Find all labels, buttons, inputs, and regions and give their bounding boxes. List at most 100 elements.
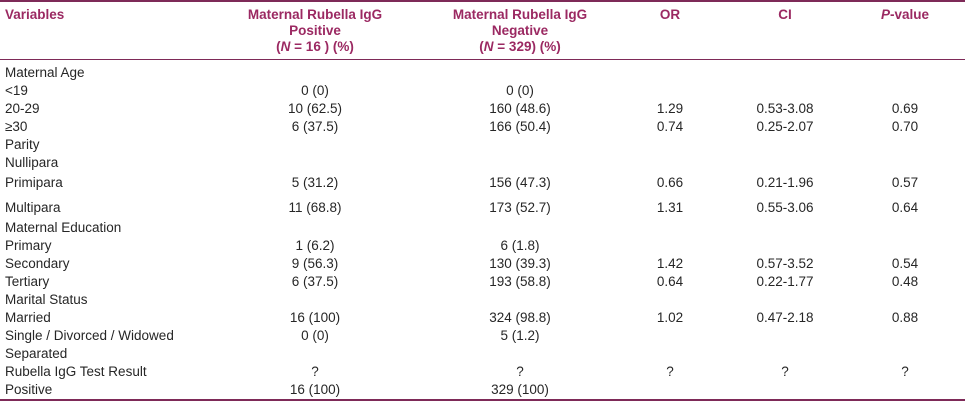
cell-value: 0.64: [891, 200, 919, 215]
cell-value: [615, 154, 725, 172]
cell-value: [205, 154, 425, 172]
cell-value: [425, 136, 615, 154]
header-or: OR: [615, 1, 725, 60]
table-row: Married 16 (100) 324 (98.8) 1.02 0.47-2.18 0.…: [0, 309, 965, 327]
cell-variable: 20-29: [5, 101, 40, 116]
table-row: Separated: [0, 345, 965, 363]
cell-value: [425, 60, 615, 83]
cell-variable: Parity: [5, 137, 40, 152]
table-row: Parity: [0, 136, 965, 154]
cell-value: [725, 217, 845, 237]
table-row: Secondary 9 (56.3) 130 (39.3) 1.42 0.57-3.52…: [0, 255, 965, 273]
cell-value: [725, 345, 845, 363]
cell-variable: Nullipara: [5, 155, 59, 170]
header-line: Positive: [289, 23, 341, 38]
table-row: Nullipara: [0, 154, 965, 172]
cell-value: 193 (58.8): [489, 274, 551, 289]
table-row: 20-29 10 (62.5) 160 (48.6) 1.29 0.53-3.08 0.6…: [0, 100, 965, 118]
table-row: Primipara 5 (31.2) 156 (47.3) 0.66 0.21-1.96…: [0, 172, 965, 192]
table-body: Maternal Age <19 0 (0) 0 (0) 20-29 10 (62.5) 1…: [0, 60, 965, 401]
cell-value: 0.74: [656, 119, 684, 134]
cell-value: 0.47-2.18: [756, 310, 814, 325]
cell-value: [725, 381, 845, 400]
cell-value: 0.66: [656, 175, 684, 190]
cell-value: [615, 60, 725, 83]
cell-value: [725, 154, 845, 172]
cell-value: 0.70: [891, 119, 919, 134]
cell-value: 16 (100): [289, 310, 341, 325]
cell-value: ?: [781, 364, 789, 379]
table-row: <19 0 (0) 0 (0): [0, 82, 965, 100]
cell-value: ?: [901, 364, 909, 379]
cell-value: 1.29: [656, 101, 684, 116]
cell-variable: Separated: [5, 346, 68, 361]
cell-value: 1 (6.2): [295, 238, 335, 253]
cell-value: [425, 217, 615, 237]
cell-value: [725, 237, 845, 255]
header-p-italic: P: [880, 7, 890, 22]
cell-value: 1.42: [656, 256, 684, 271]
cell-value: 0.54: [891, 256, 919, 271]
cell-value: [845, 237, 965, 255]
cell-variable: Rubella IgG Test Result: [5, 364, 147, 379]
cell-value: [845, 291, 965, 309]
table-header: Variables Maternal Rubella IgG Positive …: [0, 1, 965, 60]
cell-value: [615, 217, 725, 237]
cell-value: [615, 327, 725, 345]
cell-value: 1.31: [656, 200, 684, 215]
cell-value: 9 (56.3): [291, 256, 339, 271]
cell-variable: Marital Status: [5, 292, 88, 307]
cell-value: [205, 345, 425, 363]
cell-variable: Positive: [5, 382, 53, 397]
cell-value: 6 (37.5): [291, 119, 339, 134]
cell-value: 166 (50.4): [489, 119, 551, 134]
cell-value: [425, 345, 615, 363]
cell-value: 10 (62.5): [287, 101, 343, 116]
header-variables: Variables: [0, 1, 205, 60]
header-n-open: (: [479, 39, 484, 54]
cell-value: 324 (98.8): [489, 310, 551, 325]
table-row: Positive 16 (100) 329 (100): [0, 381, 965, 400]
cell-variable: Single / Divorced / Widowed: [5, 328, 174, 343]
header-pvalue: P-value: [845, 1, 965, 60]
cell-value: 0 (0): [506, 83, 534, 98]
header-n-rest: = 329) (%): [493, 39, 561, 54]
table-row: Primary 1 (6.2) 6 (1.8): [0, 237, 965, 255]
cell-value: 0.88: [891, 310, 919, 325]
cell-value: 0.69: [891, 101, 919, 116]
cell-value: ?: [516, 364, 524, 379]
header-rubella-negative: Maternal Rubella IgG Negative (N = 329) …: [425, 1, 615, 60]
table-row: Single / Divorced / Widowed 0 (0) 5 (1.2): [0, 327, 965, 345]
cell-value: [845, 154, 965, 172]
table-row: Marital Status: [0, 291, 965, 309]
cell-variable: ≥30: [5, 119, 28, 134]
cell-value: 5 (1.2): [500, 328, 540, 343]
cell-value: [845, 60, 965, 83]
cell-value: [205, 291, 425, 309]
cell-value: ?: [666, 364, 674, 379]
cell-value: 5 (31.2): [291, 175, 339, 190]
header-rubella-positive: Maternal Rubella IgG Positive (N = 16 ) …: [205, 1, 425, 60]
cell-value: [725, 136, 845, 154]
header-n-italic: N: [483, 39, 494, 54]
cell-value: 0.57-3.52: [756, 256, 814, 271]
cell-value: 0 (0): [301, 83, 329, 98]
table-row: Maternal Education: [0, 217, 965, 237]
cell-value: [725, 60, 845, 83]
header-ci: CI: [725, 1, 845, 60]
cell-value: 0.53-3.08: [756, 101, 814, 116]
cell-value: 1.02: [656, 310, 684, 325]
header-n-open: (: [276, 39, 281, 54]
cell-variable: Maternal Education: [5, 220, 122, 235]
cell-value: [845, 327, 965, 345]
cell-value: 16 (100): [289, 382, 341, 397]
cell-value: 0.57: [891, 175, 919, 190]
cell-value: ?: [311, 364, 319, 379]
cell-value: 173 (52.7): [489, 200, 551, 215]
cell-value: [725, 327, 845, 345]
cell-value: 156 (47.3): [489, 175, 551, 190]
header-row: Variables Maternal Rubella IgG Positive …: [0, 1, 965, 60]
cell-value: [845, 136, 965, 154]
